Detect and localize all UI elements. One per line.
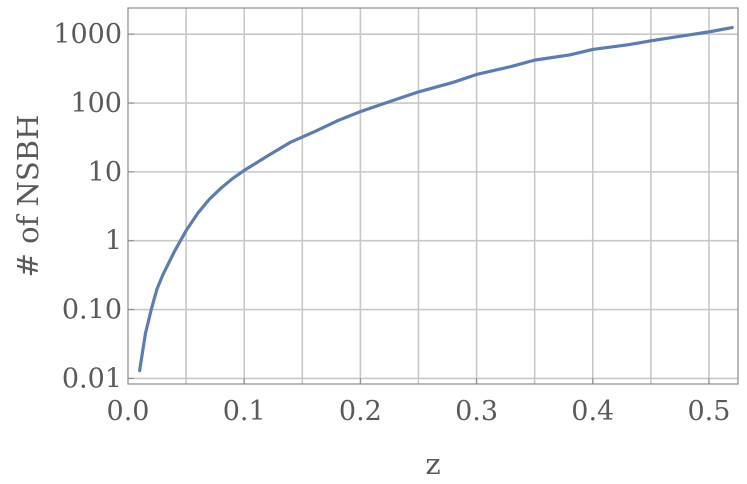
plot-frame	[127, 7, 739, 385]
x-axis-label: z	[425, 447, 440, 481]
y-tick-label: 1000	[53, 19, 122, 50]
y-tick-label: 10	[88, 157, 122, 188]
x-tick-label: 0.4	[571, 396, 614, 427]
x-tick-label: 0.0	[107, 396, 150, 427]
grid	[128, 8, 738, 384]
x-tick-label: 0.2	[339, 396, 382, 427]
y-axis-label: # of NSBH	[11, 115, 45, 278]
y-tick-label: 1	[105, 226, 122, 257]
y-tick-label: 100	[70, 88, 122, 119]
series-line-nsbh	[138, 25, 734, 373]
x-tick-label: 0.5	[687, 396, 730, 427]
y-tick-label: 0.01	[62, 363, 122, 394]
x-tick-label: 0.3	[455, 396, 498, 427]
x-tick-label: 0.1	[223, 396, 266, 427]
ticks: 0.0 0.1 0.2 0.3 0.4 0.5 0.01 0.10 1 10 100 1000	[53, 19, 730, 427]
y-tick-label: 0.10	[62, 295, 122, 326]
